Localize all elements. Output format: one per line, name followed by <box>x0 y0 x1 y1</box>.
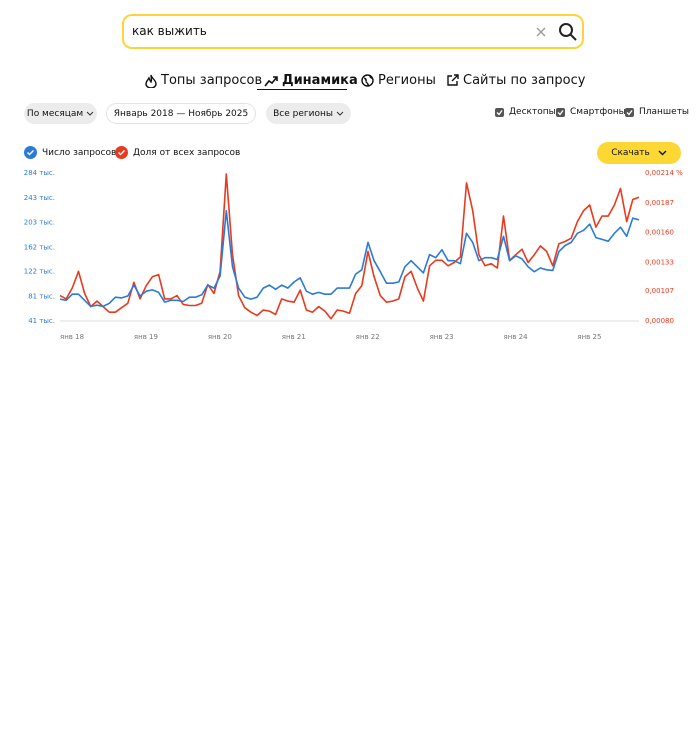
series-line <box>59 210 640 308</box>
legend-item[interactable]: Число запросов <box>24 146 116 159</box>
tab[interactable]: Топы запросов <box>145 73 262 88</box>
check <box>27 150 34 156</box>
device-checkbox[interactable]: Планшеты <box>625 107 689 117</box>
tab-label[interactable]: Регионы <box>378 73 436 88</box>
x-tick-label: янв 22 <box>356 333 380 341</box>
y-tick-label: 81 тыс. <box>28 293 55 301</box>
legend-dot[interactable] <box>115 146 128 159</box>
check <box>118 150 125 156</box>
y2-tick-label: 0,00107 <box>645 287 674 295</box>
y-tick-label: 243 тыс. <box>24 194 55 202</box>
legend-label: Число запросов <box>42 147 117 158</box>
region-select[interactable]: Все регионы <box>266 103 351 124</box>
tab-underline <box>257 89 347 90</box>
tab-label[interactable]: Топы запросов <box>161 73 263 88</box>
x-tick-label: янв 18 <box>60 333 84 341</box>
search-icon[interactable] <box>558 22 578 42</box>
device-checkbox[interactable]: Десктопы <box>495 107 556 117</box>
x-tick-label: янв 21 <box>282 333 306 341</box>
x-tick-label: янв 19 <box>134 333 158 341</box>
fire-icon <box>145 74 157 88</box>
y2-tick-label: 0,00080 <box>645 317 674 325</box>
checkbox[interactable] <box>556 107 565 117</box>
legend-item[interactable]: Доля от всех запросов <box>115 146 240 159</box>
tab-active[interactable]: Динамика <box>264 73 358 88</box>
tab-label[interactable]: Сайты по запросу <box>463 73 586 88</box>
region-label: Все регионы <box>273 108 333 119</box>
chevron <box>658 150 667 156</box>
y-tick-label: 122 тыс. <box>24 268 55 276</box>
y-tick-label: 41 тыс. <box>28 317 55 325</box>
legend-dot[interactable] <box>24 146 37 159</box>
period-label: По месяцам <box>26 108 84 119</box>
y-tick-label: 284 тыс. <box>24 169 55 177</box>
device-label: Десктопы <box>509 107 556 117</box>
download-label: Скачать <box>611 148 650 158</box>
checkbox[interactable] <box>495 107 504 117</box>
chevron <box>336 111 344 116</box>
tab[interactable]: Сайты по запросу <box>446 73 585 88</box>
check <box>496 109 503 115</box>
y2-tick-label: 0,00187 <box>645 199 674 207</box>
y-tick-label: 203 тыс. <box>24 218 55 226</box>
y2-tick-label: 0,00133 <box>645 258 674 266</box>
x-tick-label: янв 20 <box>208 333 232 341</box>
tab-label[interactable]: Динамика <box>282 73 358 88</box>
y2-tick-label: 0,00214 % <box>645 169 683 177</box>
x-tick-label: янв 24 <box>503 333 528 341</box>
series-line <box>59 173 640 320</box>
link-icon <box>447 74 459 86</box>
device-label: Смартфоны <box>570 107 626 117</box>
checkbox[interactable] <box>625 107 634 117</box>
legend-label: Доля от всех запросов <box>133 147 241 158</box>
device-checkbox[interactable]: Смартфоны <box>556 107 626 117</box>
chart: 41 тыс. 81 тыс. 122 тыс. 162 тыс. 203 тыс. 24… <box>24 169 683 341</box>
tab[interactable]: Регионы <box>361 73 436 88</box>
globe-icon <box>361 74 374 87</box>
period-select[interactable]: По месяцам <box>24 103 97 124</box>
date-range-label: Январь 2018 — Ноябрь 2025 <box>113 108 249 119</box>
check <box>626 109 633 115</box>
clear-icon[interactable] <box>534 25 548 39</box>
x-tick-label: янв 23 <box>430 333 454 341</box>
download-button[interactable]: Скачать <box>597 142 681 164</box>
chevron <box>86 111 94 116</box>
y2-tick-label: 0,00160 <box>645 229 674 237</box>
date-range[interactable]: Январь 2018 — Ноябрь 2025 <box>106 103 256 124</box>
check <box>557 109 564 115</box>
search-box[interactable]: как выжить <box>122 14 584 49</box>
y-tick-label: 162 тыс. <box>24 243 55 251</box>
trend-icon <box>264 75 278 86</box>
x-tick-label: янв 25 <box>577 333 601 341</box>
device-label: Планшеты <box>639 107 690 117</box>
search-query[interactable]: как выжить <box>132 24 207 38</box>
